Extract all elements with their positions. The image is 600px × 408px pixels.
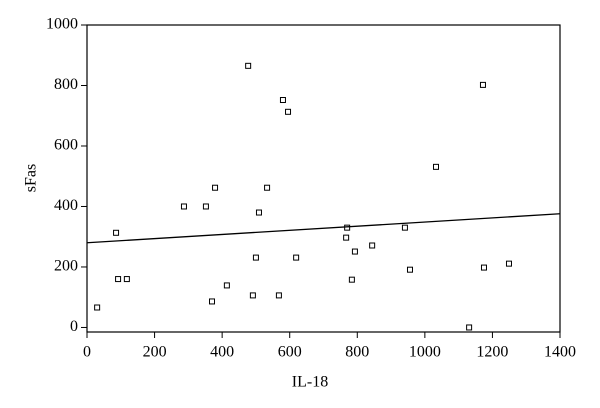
point [369,242,376,249]
trend-line [86,213,561,244]
y-tick-label: 1000 [46,16,78,33]
point [252,254,259,261]
point [401,224,408,231]
point [180,203,187,210]
x-tick-label: 400 [210,344,234,361]
point [212,184,219,191]
point [202,203,209,210]
point [123,276,130,283]
y-tick-label: 400 [54,197,78,214]
y-axis-label: sFas [23,164,40,192]
point [433,163,440,170]
point [113,229,120,236]
y-tick-label: 0 [70,318,78,335]
point [115,276,122,283]
point [344,224,351,231]
point [275,292,282,299]
x-tick-label: 1400 [544,344,576,361]
plot-frame [86,24,561,333]
x-tick-label: 0 [83,344,91,361]
point [279,97,286,104]
point [480,264,487,271]
point [479,81,486,88]
point [264,184,271,191]
point [348,276,355,283]
y-tick-label: 800 [54,76,78,93]
x-tick-label: 1200 [476,344,508,361]
point [505,260,512,267]
point [466,324,473,331]
y-tick-label: 600 [54,137,78,154]
point [249,292,256,299]
point [293,254,300,261]
point [285,108,292,115]
x-tick-label: 800 [345,344,369,361]
x-axis-label: IL-18 [292,374,328,391]
x-tick-label: 1000 [409,344,441,361]
point [255,209,262,216]
x-tick-label: 200 [143,344,167,361]
point [94,304,101,311]
point [245,62,252,69]
x-tick-label: 600 [278,344,302,361]
y-tick-label: 200 [54,258,78,275]
point [223,282,230,289]
point [209,298,216,305]
point [343,234,350,241]
point [406,266,413,273]
point [351,248,358,255]
